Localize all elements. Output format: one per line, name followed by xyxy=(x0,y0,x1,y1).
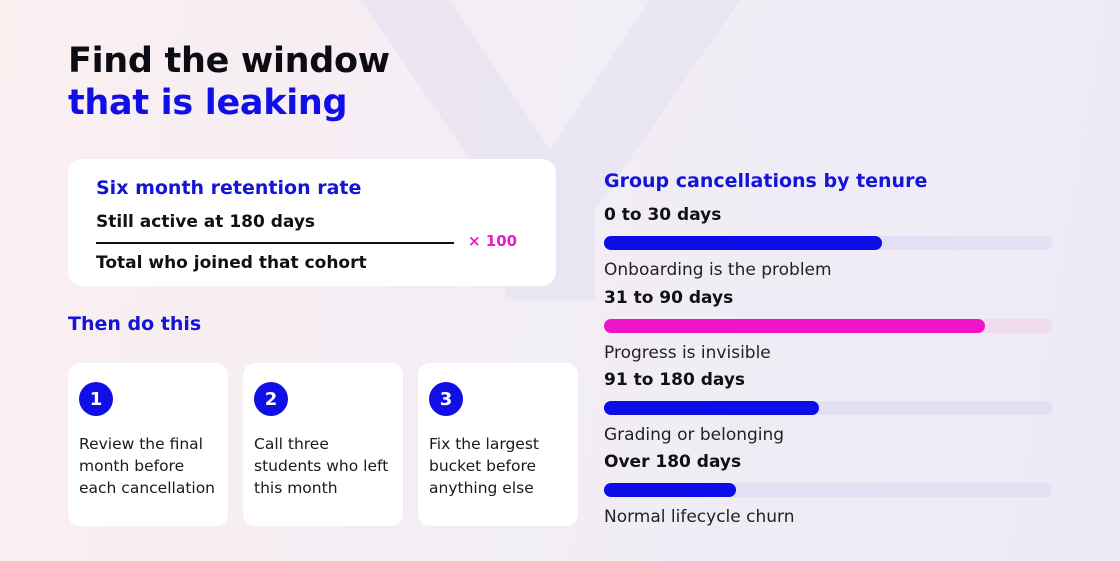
bucket-fill xyxy=(604,236,882,250)
fraction-line xyxy=(96,242,454,244)
tenure-bucket-31-90: 31 to 90 days Progress is invisible xyxy=(604,288,1052,368)
bucket-track xyxy=(604,401,1052,415)
bucket-label: 31 to 90 days xyxy=(604,288,734,308)
step-number-badge: 1 xyxy=(79,382,113,416)
bucket-fill xyxy=(604,319,985,333)
steps-heading: Then do this xyxy=(68,313,202,335)
bucket-label: 91 to 180 days xyxy=(604,370,746,390)
formula-multiplier: × 100 xyxy=(468,232,518,250)
step-card-1: 1 Review the final month before each can… xyxy=(68,363,228,526)
watermark-logo xyxy=(360,0,740,300)
formula-card: Six month retention rate Still active at… xyxy=(68,159,556,286)
bucket-note: Normal lifecycle churn xyxy=(604,507,795,527)
bucket-label: Over 180 days xyxy=(604,452,742,472)
formula-title: Six month retention rate xyxy=(96,177,362,199)
bucket-label: 0 to 30 days xyxy=(604,205,722,225)
step-card-3: 3 Fix the largest bucket before anything… xyxy=(418,363,578,526)
tenure-bucket-0-30: 0 to 30 days Onboarding is the problem xyxy=(604,205,1052,285)
page-title: Find the window that is leaking xyxy=(68,40,390,124)
step-number-badge: 3 xyxy=(429,382,463,416)
bucket-track xyxy=(604,319,1052,333)
bucket-note: Progress is invisible xyxy=(604,343,771,363)
formula-denominator: Total who joined that cohort xyxy=(96,253,367,273)
bucket-note: Grading or belonging xyxy=(604,425,785,445)
cancellations-heading: Group cancellations by tenure xyxy=(604,170,928,192)
bucket-fill xyxy=(604,483,737,497)
title-line-2: that is leaking xyxy=(68,83,348,123)
tenure-bucket-91-180: 91 to 180 days Grading or belonging xyxy=(604,370,1052,450)
bucket-note: Onboarding is the problem xyxy=(604,260,832,280)
step-text: Fix the largest bucket before anything e… xyxy=(429,435,539,497)
step-text: Call three students who left this month xyxy=(254,435,389,497)
bucket-fill xyxy=(604,401,820,415)
step-card-2: 2 Call three students who left this mont… xyxy=(243,363,403,526)
formula-numerator: Still active at 180 days xyxy=(96,212,316,232)
bucket-track xyxy=(604,483,1052,497)
step-number-badge: 2 xyxy=(254,382,288,416)
step-text: Review the final month before each cance… xyxy=(79,435,216,497)
bucket-track xyxy=(604,236,1052,250)
tenure-bucket-over-180: Over 180 days Normal lifecycle churn xyxy=(604,452,1052,532)
title-line-1: Find the window xyxy=(68,41,390,81)
